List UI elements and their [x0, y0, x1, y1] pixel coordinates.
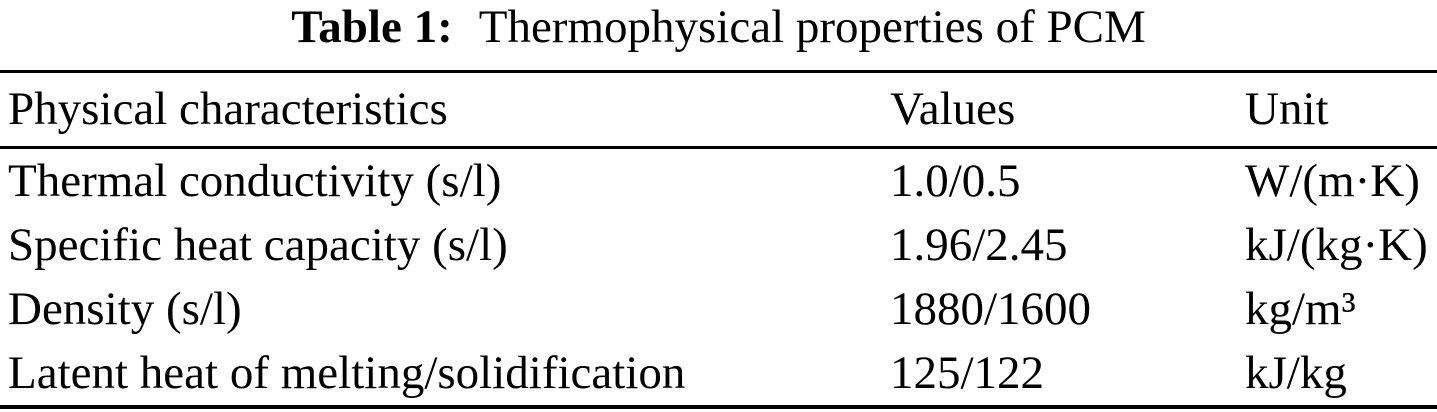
cell-unit: kJ/(kg·K) [1245, 219, 1428, 271]
cell-characteristic: Latent heat of melting/solidification [8, 347, 686, 399]
table-caption-text: Thermophysical properties of PCM [478, 1, 1146, 53]
cell-values: 1880/1600 [890, 283, 1092, 335]
cell-characteristic: Specific heat capacity (s/l) [8, 219, 508, 271]
cell-unit: W/(m·K) [1245, 155, 1420, 207]
cell-values: 125/122 [890, 347, 1045, 399]
table-row: Latent heat of melting/solidification 12… [0, 341, 1437, 407]
table-caption: Table 1: Thermophysical properties of PCM [0, 0, 1437, 70]
table-header-row: Physical characteristics Values Unit [0, 71, 1437, 149]
table-row: Density (s/l) 1880/1600 kg/m³ [0, 277, 1437, 341]
cell-unit: kg/m³ [1245, 283, 1356, 335]
cell-values: 1.96/2.45 [890, 219, 1068, 271]
cell-characteristic: Thermal conductivity (s/l) [8, 155, 502, 207]
thermophysical-properties-table: Physical characteristics Values Unit The… [0, 70, 1437, 409]
header-values: Values [890, 71, 1245, 149]
table-row: Thermal conductivity (s/l) 1.0/0.5 W/(m·… [0, 148, 1437, 214]
table-caption-label: Table 1: [291, 1, 453, 53]
header-physical-characteristics: Physical characteristics [0, 71, 890, 149]
cell-unit: kJ/kg [1245, 347, 1347, 399]
cell-values: 1.0/0.5 [890, 155, 1021, 207]
table-row: Specific heat capacity (s/l) 1.96/2.45 k… [0, 213, 1437, 277]
header-unit: Unit [1245, 71, 1437, 149]
cell-characteristic: Density (s/l) [8, 283, 242, 335]
